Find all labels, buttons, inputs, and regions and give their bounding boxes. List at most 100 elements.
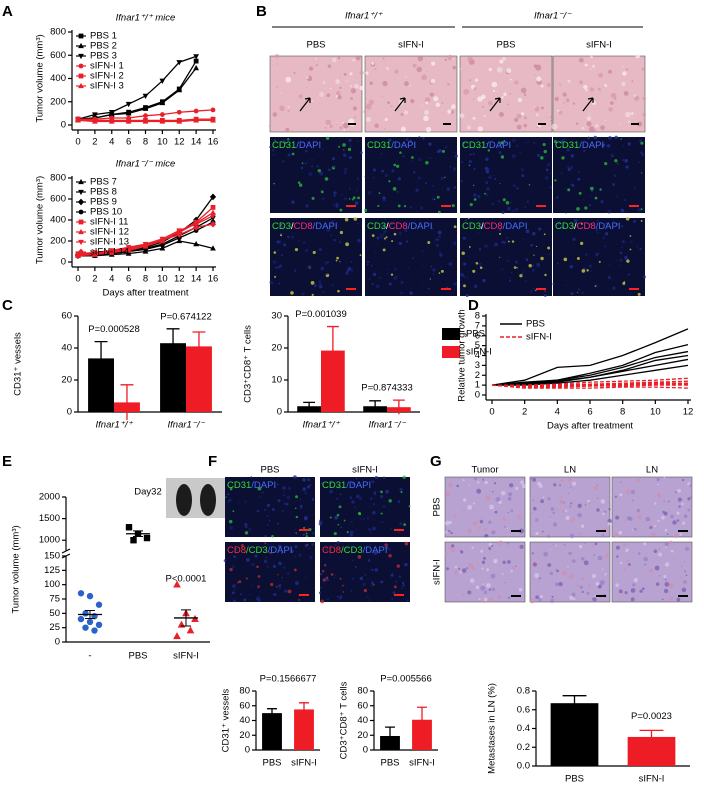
texture [233,599,236,603]
texture [349,533,353,537]
texture [386,273,389,275]
texture [518,587,523,592]
texture [565,284,567,287]
panel-letter: B [256,3,267,20]
texture [290,291,294,295]
x-axis-label: Days after treatment [102,288,188,299]
texture [390,223,393,226]
y-tick-label: 50 [49,608,60,619]
texture [623,198,627,202]
texture [228,519,233,524]
marker [159,99,166,106]
texture [654,565,660,571]
x-tick-label: 12 [174,274,185,285]
texture [507,496,512,501]
texture [445,492,451,498]
texture [452,65,457,70]
texture [538,227,542,231]
texture [509,93,511,95]
y-axis-label: Relative tumor growth [457,309,468,401]
texture [672,520,677,525]
error-bar [133,530,143,538]
texture [596,508,600,512]
texture [676,597,681,602]
x-tick-label: 6 [126,274,131,285]
texture [592,596,597,602]
texture [273,593,277,596]
texture [396,164,400,168]
texture [333,265,335,267]
stain-part: /DAPI [503,221,528,232]
texture [391,169,395,173]
texture [409,84,412,87]
texture [330,234,333,237]
texture [605,222,608,225]
panel-letter: G [430,453,442,470]
panel-letter: A [2,3,13,20]
marker [186,626,195,634]
texture [285,127,290,132]
texture [453,241,456,245]
texture [277,517,279,519]
texture [307,160,309,162]
texture [504,582,506,584]
texture [416,210,418,213]
texture [600,499,606,504]
texture [500,490,506,496]
texture [468,246,471,248]
texture [391,598,393,600]
texture [607,518,612,524]
texture [281,226,284,229]
texture [440,266,442,268]
texture [572,481,577,486]
texture [424,97,431,103]
marker [125,244,132,252]
marker [210,205,216,210]
texture [422,281,424,283]
texture [393,585,397,589]
texture [354,83,359,89]
texture [499,232,502,235]
texture [272,112,278,117]
texture [497,595,502,600]
texture [343,197,347,201]
texture [612,183,615,186]
texture [607,522,611,526]
texture [462,478,465,481]
texture [391,105,393,107]
texture [283,566,286,569]
texture [366,260,370,264]
texture [294,507,297,510]
texture [340,193,343,197]
texture [584,206,588,210]
texture [406,599,409,602]
texture [409,205,413,209]
texture [616,259,618,261]
texture [271,534,274,538]
texture [421,74,427,81]
texture [572,559,576,563]
texture [440,269,444,273]
texture [399,487,403,491]
texture [295,515,299,519]
x-tick-label: 2 [522,407,527,418]
y-axis-label: CD3⁺CD8⁺ T cells [339,681,350,759]
texture [334,544,337,547]
texture [304,248,309,253]
texture [294,528,296,530]
texture [538,576,542,580]
texture [518,477,520,479]
texture [583,199,585,201]
legend-label: sIFN-I 11 [90,217,128,228]
texture [496,90,498,92]
texture [265,557,267,559]
texture [278,282,281,285]
texture [469,203,473,207]
texture [311,165,314,168]
panel-letter: F [208,453,217,470]
stain-part: /DAPI [268,545,293,556]
texture [309,484,312,486]
texture [320,581,322,583]
texture [572,237,576,242]
